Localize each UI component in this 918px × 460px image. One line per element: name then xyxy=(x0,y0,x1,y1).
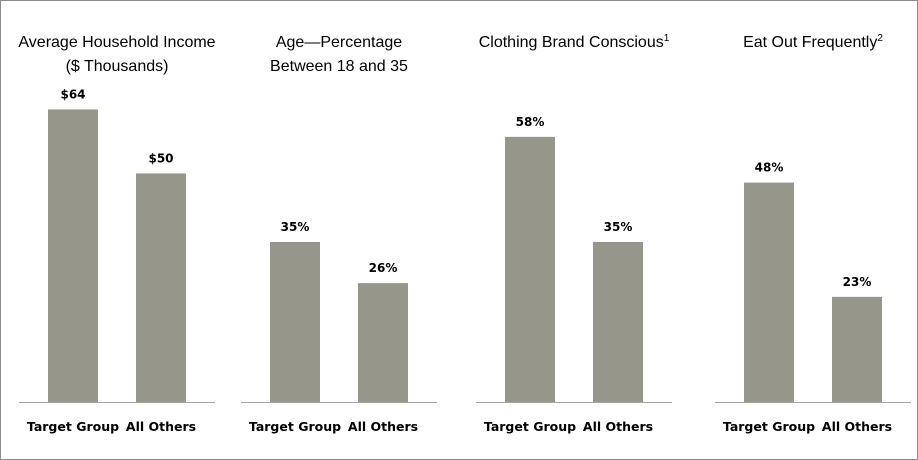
chart-4-title-footnote: 2 xyxy=(877,33,883,44)
chart-2-title-line-2: Between 18 and 35 xyxy=(270,58,408,75)
chart-1-value-label-2: $50 xyxy=(148,151,173,165)
chart-1-title-line-1: Average Household Income xyxy=(18,34,215,51)
chart-1-bar-all-others xyxy=(136,173,186,402)
chart-1-bar-target-group xyxy=(48,109,98,402)
chart-2-category-label-1: Target Group xyxy=(249,419,341,434)
chart-1-category-label-1: Target Group xyxy=(27,419,119,434)
chart-3-title-footnote: 1 xyxy=(664,33,670,44)
chart-1-category-label-2: All Others xyxy=(126,419,196,434)
chart-2-value-label-1: 35% xyxy=(281,220,310,234)
chart-4-category-label-1: Target Group xyxy=(723,419,815,434)
chart-3-value-label-1: 58% xyxy=(516,115,545,129)
chart-2-value-label-2: 26% xyxy=(369,261,398,275)
chart-2-category-label-2: All Others xyxy=(348,419,418,434)
chart-2-title-line-1: Age—Percentage xyxy=(276,34,402,51)
chart-3-category-label-2: All Others xyxy=(583,419,653,434)
chart-2-bar-target-group xyxy=(270,242,320,402)
chart-4-value-label-1: 48% xyxy=(755,161,784,175)
chart-4-bar-all-others xyxy=(832,296,882,402)
chart-4-title-line-1: Eat Out Frequently2 xyxy=(743,33,883,51)
chart-1-value-label-1: $64 xyxy=(60,87,85,101)
chart-3-title-line-1: Clothing Brand Conscious1 xyxy=(479,33,670,51)
chart-3-bar-target-group xyxy=(505,136,555,402)
chart-4-value-label-2: 23% xyxy=(843,275,872,289)
chart-3-value-label-2: 35% xyxy=(604,220,633,234)
chart-2-bar-all-others xyxy=(358,283,408,402)
chart-3-category-label-1: Target Group xyxy=(484,419,576,434)
chart-1-title-line-2: ($ Thousands) xyxy=(66,58,169,75)
chart-4-category-label-2: All Others xyxy=(822,419,892,434)
chart-3-bar-all-others xyxy=(593,242,643,402)
chart-4-bar-target-group xyxy=(744,182,794,402)
